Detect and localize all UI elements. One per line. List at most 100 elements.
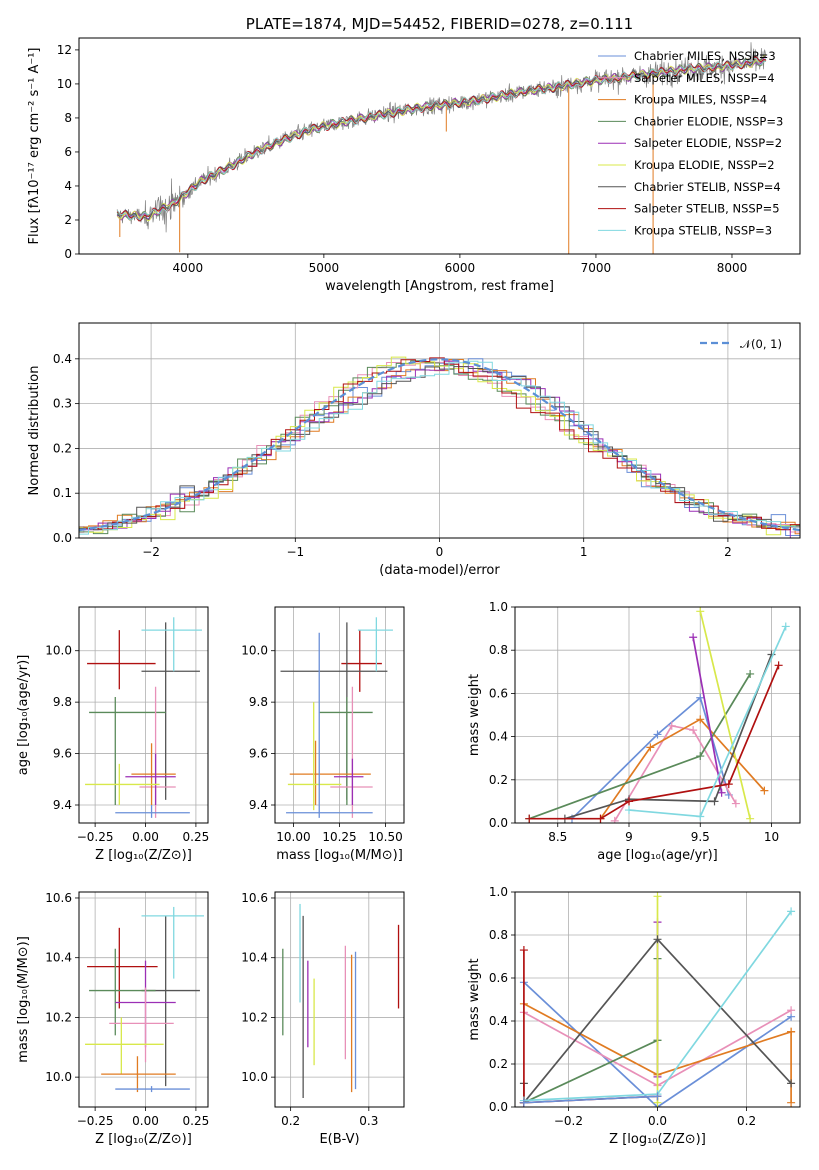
weight-marker xyxy=(710,797,719,806)
x-tick-label: 9 xyxy=(625,830,633,844)
y-tick-label: 1.0 xyxy=(489,600,508,614)
normal-curve xyxy=(79,358,800,532)
x-tick-label: 0.2 xyxy=(737,1114,756,1128)
y-tick-label: 10.2 xyxy=(45,1010,72,1024)
legend-entry: Salpeter MILES, NSSP=4 xyxy=(634,71,775,85)
legend-entry: Kroupa MILES, NSSP=4 xyxy=(634,93,767,107)
legend: 𝒩(0, 1) xyxy=(700,337,782,351)
weight-marker xyxy=(717,788,726,797)
grid xyxy=(275,892,404,1107)
errorbar-point xyxy=(141,622,200,800)
legend-entry: Kroupa ELODIE, NSSP=2 xyxy=(634,158,775,172)
panel-mass-weight-vs-Z: −0.2 0.0 0.2 0.0 0.2 0.4 0.6 0.8 1.0 Z [log₁₀(Z/Z… xyxy=(467,885,801,1147)
weight-line-kroupa_elodie xyxy=(699,611,751,819)
y-axis-label: mass weight xyxy=(467,958,482,1040)
x-tick-label: 4000 xyxy=(173,261,204,275)
y-tick-label: 0.2 xyxy=(489,773,508,787)
weight-marker xyxy=(653,892,662,901)
x-tick-label: 0.25 xyxy=(183,1114,210,1128)
x-tick-label: 5000 xyxy=(309,261,340,275)
axes-frame xyxy=(274,891,405,1108)
panel-age-vs-mass: 10.00 10.25 10.50 9.4 9.6 9.8 10.0 mass [log₁₀(… xyxy=(241,606,405,863)
axes-frame xyxy=(78,37,801,255)
legend: Chabrier MILES, NSSP=3 Salpeter MILES, NS… xyxy=(598,49,783,237)
axes-frame xyxy=(274,606,405,824)
x-tick-label: 1 xyxy=(580,545,588,559)
y-tick-label: 8 xyxy=(64,111,72,125)
errorbar-point xyxy=(141,906,204,979)
y-tick-label: 6 xyxy=(64,145,72,159)
y-tick-label: 0.8 xyxy=(489,928,508,942)
x-axis-label: Z [log₁₀(Z/Z⊙)] xyxy=(95,1132,192,1147)
y-tick-label: 0.0 xyxy=(489,1100,508,1114)
y-tick-label: 0 xyxy=(64,247,72,261)
y-tick-label: 2 xyxy=(64,213,72,227)
weight-marker xyxy=(746,814,755,823)
weight-marker xyxy=(610,816,619,823)
legend-entry: Kroupa STELIB, NSSP=3 xyxy=(634,223,772,237)
x-tick-label: 8.5 xyxy=(548,830,567,844)
errorbar-point xyxy=(141,617,202,672)
x-tick-label: 2 xyxy=(724,545,732,559)
y-axis-label: Flux [fλ10⁻¹⁷ erg cm⁻² s⁻¹ A⁻¹] xyxy=(27,48,42,245)
y-tick-label: 9.8 xyxy=(53,695,72,709)
weight-line-chabrier_miles xyxy=(523,1095,658,1104)
errorbar-point xyxy=(286,632,373,818)
errorbar-point xyxy=(85,763,160,805)
errorbar-point xyxy=(287,702,342,811)
y-tick-label: 10.4 xyxy=(45,951,72,965)
errorbar-point xyxy=(131,743,176,805)
y-tick-label: 10.0 xyxy=(45,1070,72,1084)
weight-marker xyxy=(596,814,605,823)
x-tick-label: 0 xyxy=(436,545,444,559)
x-tick-label: 7000 xyxy=(581,261,612,275)
model-line-kroupa_stelib xyxy=(116,57,767,221)
weight-marker xyxy=(774,661,783,670)
y-tick-label: 10.0 xyxy=(241,644,268,658)
y-tick-label: 4 xyxy=(64,179,72,193)
x-tick-label: 9.5 xyxy=(691,830,710,844)
y-tick-label: 10.6 xyxy=(45,891,72,905)
legend-entry: Chabrier MILES, NSSP=3 xyxy=(634,49,776,63)
x-tick-label: 0.2 xyxy=(281,1114,300,1128)
weight-marker xyxy=(787,1098,796,1107)
panel-residuals: −2 −1 0 1 2 0.0 0.1 0.2 0.3 0.4 (data-model)/error… xyxy=(27,322,801,578)
y-tick-label: 10.6 xyxy=(241,891,268,905)
weight-marker xyxy=(519,946,528,955)
errorbar-point xyxy=(125,753,176,805)
y-tick-label: 9.4 xyxy=(53,798,72,812)
y-tick-label: 0.0 xyxy=(53,531,72,545)
weight-marker xyxy=(696,812,705,821)
weight-marker xyxy=(653,1092,662,1101)
legend-entry: Chabrier ELODIE, NSSP=3 xyxy=(634,114,783,128)
x-tick-label: 0.00 xyxy=(132,830,159,844)
errorbar-point xyxy=(85,1017,164,1075)
x-tick-label: 10 xyxy=(764,830,779,844)
panel-spectrum: 4000 5000 6000 7000 8000 0 2 4 6 8 10 12 wavelength … xyxy=(27,15,801,294)
y-tick-label: 0.3 xyxy=(53,397,72,411)
y-axis-label: mass weight xyxy=(467,674,482,756)
weight-marker xyxy=(653,935,662,944)
y-tick-label: 10.4 xyxy=(241,951,268,965)
x-tick-label: 8000 xyxy=(717,261,748,275)
histogram-chabrier_stelib xyxy=(79,366,800,537)
x-tick-label: 0.0 xyxy=(648,1114,667,1128)
y-tick-label: 0.6 xyxy=(489,971,508,985)
x-tick-label: 0.00 xyxy=(132,1114,159,1128)
weight-marker xyxy=(625,806,633,815)
y-tick-label: 0.8 xyxy=(489,643,508,657)
x-axis-label: wavelength [Angstrom, rest frame] xyxy=(325,279,554,294)
plot-area xyxy=(280,617,393,818)
weight-line-salpeter_elodie xyxy=(692,637,723,793)
errorbar-point xyxy=(89,948,156,1036)
weight-marker xyxy=(696,693,705,702)
weight-marker xyxy=(525,814,534,823)
legend-entry: 𝒩(0, 1) xyxy=(740,337,782,351)
weight-marker xyxy=(760,786,769,795)
errorbar-point xyxy=(115,805,190,818)
x-axis-label: Z [log₁₀(Z/Z⊙)] xyxy=(95,848,192,863)
y-tick-label: 9.6 xyxy=(53,747,72,761)
x-tick-label: −2 xyxy=(142,545,160,559)
x-tick-label: −1 xyxy=(286,545,304,559)
